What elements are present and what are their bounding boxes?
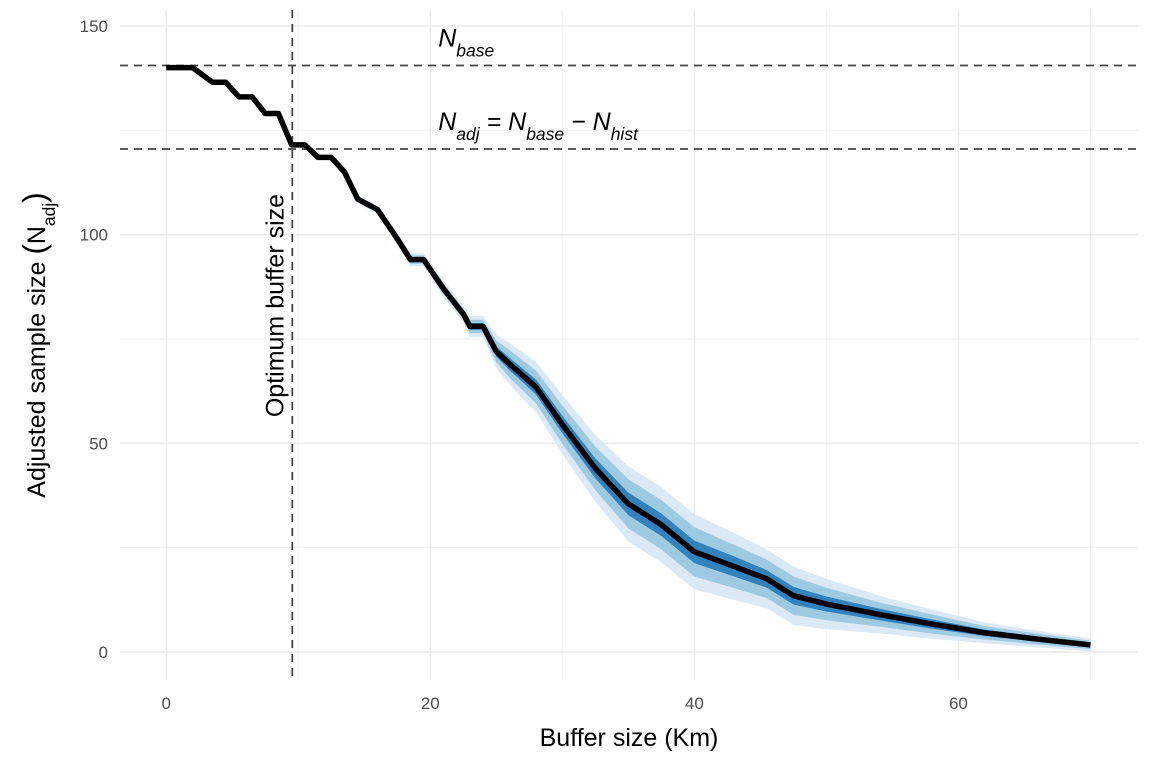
y-tick-label: 100 [80, 226, 108, 245]
reference-label: Optimum buffer size [261, 194, 289, 417]
x-tick-label: 20 [421, 694, 440, 713]
text-part: base [456, 41, 494, 61]
x-tick-label: 0 [161, 694, 170, 713]
text-part: ) [17, 192, 52, 202]
x-axis-title: Buffer size (Km) [540, 724, 719, 752]
uncertainty-band [166, 67, 1091, 648]
text-part: = [480, 108, 509, 136]
text-part: Adjusted sample size [23, 255, 51, 498]
x-tick-label: 60 [949, 694, 968, 713]
x-tick-label: 40 [685, 694, 704, 713]
text-part: ( [17, 244, 52, 255]
annotation: Nadj = Nbase − Nhist [438, 108, 639, 144]
text-part: N [593, 108, 612, 136]
annotation: Nbase [438, 25, 494, 61]
text-part: adj [456, 124, 480, 144]
y-tick-label: 150 [80, 17, 108, 36]
line [166, 64, 1091, 648]
y-tick-label: 0 [99, 643, 108, 662]
text-part: adj [39, 203, 59, 226]
text-part: N [508, 108, 527, 136]
text-part: N [438, 108, 457, 136]
uncertainty-band [166, 65, 1091, 652]
text-part: hist [611, 124, 639, 144]
y-tick-label: 50 [89, 434, 108, 453]
uncertainty-band [166, 66, 1091, 650]
text-part: base [526, 124, 564, 144]
text-part: N [438, 25, 457, 53]
y-axis-title: Adjusted sample size (Nadj) [17, 192, 59, 497]
text-part: N [23, 226, 51, 244]
text-part: − [564, 108, 593, 136]
